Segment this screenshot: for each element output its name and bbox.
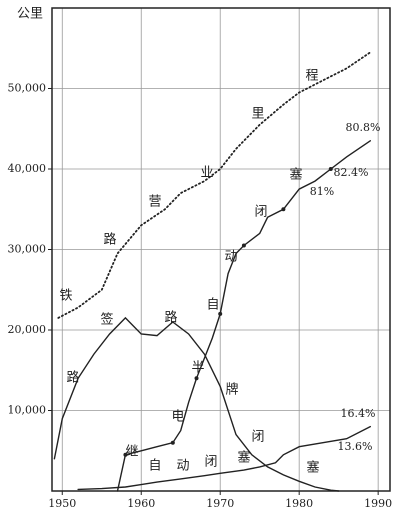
series-label: 闭 (204, 455, 217, 470)
series-label: 里 (251, 107, 264, 122)
annotation: 13.6% (338, 440, 373, 453)
series-label: 路 (164, 310, 177, 326)
series-label: 动 (176, 459, 189, 474)
y-tick-label: 20,000 (8, 323, 47, 336)
y-tick-label: 40,000 (8, 162, 47, 175)
marker (170, 440, 175, 445)
series-label: 签 (100, 312, 113, 328)
annotation: 80.8% (346, 121, 381, 134)
series-label: 牌 (225, 382, 238, 398)
series-label: 塞 (289, 167, 302, 183)
series-label: 业 (200, 166, 213, 181)
series-line (53, 316, 340, 492)
series-line (116, 140, 371, 492)
series-label: 铁 (59, 289, 72, 304)
y-tick-label: 50,000 (8, 82, 47, 95)
series-label: 塞 (306, 460, 319, 476)
series-label: 自 (206, 298, 219, 313)
series-label: 营 (148, 195, 161, 210)
y-tick-label: 10,000 (8, 404, 47, 417)
marker (328, 167, 333, 171)
marker (194, 376, 199, 381)
marker (241, 243, 246, 248)
annotation: 16.4% (341, 407, 376, 420)
series-label: 路 (103, 232, 116, 248)
x-tick-label: 1970 (206, 497, 234, 510)
series-label: 动 (224, 250, 237, 265)
annotation: 81% (310, 185, 334, 198)
plot-frame (51, 7, 391, 492)
series-line (77, 425, 371, 491)
x-tick-label: 1990 (364, 497, 392, 510)
x-tick-label: 1950 (48, 497, 76, 510)
series-label: 闭 (254, 205, 267, 220)
marker (218, 311, 223, 316)
x-tick-label: 1960 (127, 497, 155, 510)
y-axis-label: 公里 (17, 7, 43, 22)
x-tick-label: 1980 (285, 497, 313, 510)
y-tick-label: 30,000 (8, 243, 47, 256)
series-label: 继 (125, 445, 138, 460)
series-label: 塞 (237, 450, 250, 466)
series-label: 半 (191, 361, 204, 376)
marker (123, 452, 128, 457)
series-line (57, 51, 372, 319)
series-label: 程 (305, 69, 318, 84)
series-label: 路 (66, 370, 79, 386)
series-label: 自 (148, 459, 161, 474)
annotation: 82.4% (334, 166, 369, 179)
marker (281, 207, 286, 212)
series-label: 闭 (251, 430, 264, 445)
series-label: 电 (171, 410, 184, 425)
